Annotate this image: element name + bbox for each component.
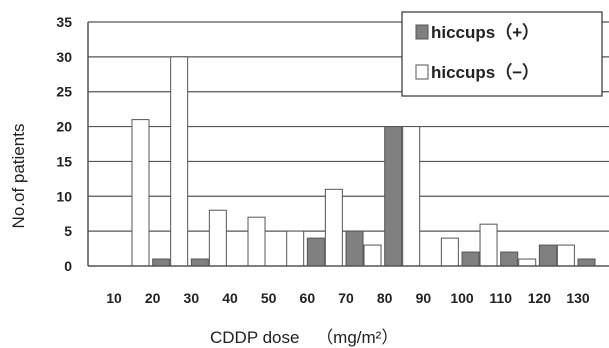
legend: hiccups（+） hiccups（−） [401, 11, 603, 97]
x-tick-label: 20 [145, 290, 161, 306]
x-tick-label: 70 [338, 290, 354, 306]
y-tick-label: 5 [64, 223, 72, 239]
y-tick-label: 15 [56, 153, 72, 169]
x-tick-labels: 10 20 30 40 50 60 70 80 90 100 110 120 130 [106, 290, 590, 306]
x-tick-label: 40 [222, 290, 238, 306]
bar-hiccups-minus [208, 209, 227, 267]
bar-hiccups-minus [324, 188, 343, 267]
y-tick-label: 25 [56, 84, 72, 100]
bar-hiccups-plus [384, 126, 403, 267]
x-tick-label: 50 [261, 290, 277, 306]
bar-hiccups-minus [402, 126, 421, 267]
x-tick-label: 30 [184, 290, 200, 306]
x-tick-label: 120 [528, 290, 552, 306]
bar-hiccups-minus [556, 244, 575, 267]
bar-hiccups-plus [152, 258, 171, 267]
bar-hiccups-minus [247, 216, 266, 267]
bar-hiccups-minus [363, 244, 382, 267]
bar-hiccups-minus [286, 230, 305, 267]
x-tick-label: 90 [416, 290, 432, 306]
bar-hiccups-minus [518, 258, 537, 267]
bar-hiccups-minus [131, 119, 150, 267]
bar-hiccups-plus [461, 251, 480, 267]
x-axis-title: CDDP dose （mg/m²） [210, 328, 398, 347]
x-axis-title-main: CDDP dose [210, 328, 299, 347]
y-tick-label: 35 [56, 14, 72, 30]
x-tick-label: 80 [377, 290, 393, 306]
y-axis-title: No.of patients [9, 124, 28, 229]
axes [87, 22, 609, 267]
y-tick-label: 20 [56, 119, 72, 135]
bar-hiccups-plus [345, 230, 364, 267]
legend-box [401, 11, 603, 97]
bar-hiccups-plus [500, 251, 519, 267]
bar-hiccups-minus [170, 56, 189, 267]
bar-hiccups-plus [190, 258, 209, 267]
x-tick-label: 110 [489, 290, 512, 306]
legend-label-hiccups-minus: hiccups（−） [431, 62, 539, 82]
y-tick-labels: 0 5 10 15 20 25 30 35 [56, 14, 72, 274]
bar-hiccups-minus [440, 237, 459, 267]
y-tick-label: 0 [64, 258, 72, 274]
x-tick-label: 100 [450, 290, 474, 306]
legend-label-hiccups-plus: hiccups（+） [431, 22, 539, 42]
bars [131, 56, 596, 267]
bar-hiccups-minus [479, 223, 498, 267]
x-tick-label: 130 [566, 290, 590, 306]
bar-hiccups-plus [306, 237, 325, 267]
x-tick-label: 60 [300, 290, 316, 306]
bar-hiccups-plus [577, 258, 596, 267]
legend-swatch-hiccups-plus [415, 24, 429, 40]
y-tick-label: 10 [56, 188, 72, 204]
y-tick-label: 30 [56, 49, 72, 65]
bar-hiccups-plus [538, 244, 557, 267]
legend-swatch-hiccups-minus [415, 64, 429, 80]
x-axis-title-unit: （mg/m²） [316, 328, 398, 347]
x-tick-label: 10 [106, 290, 122, 306]
